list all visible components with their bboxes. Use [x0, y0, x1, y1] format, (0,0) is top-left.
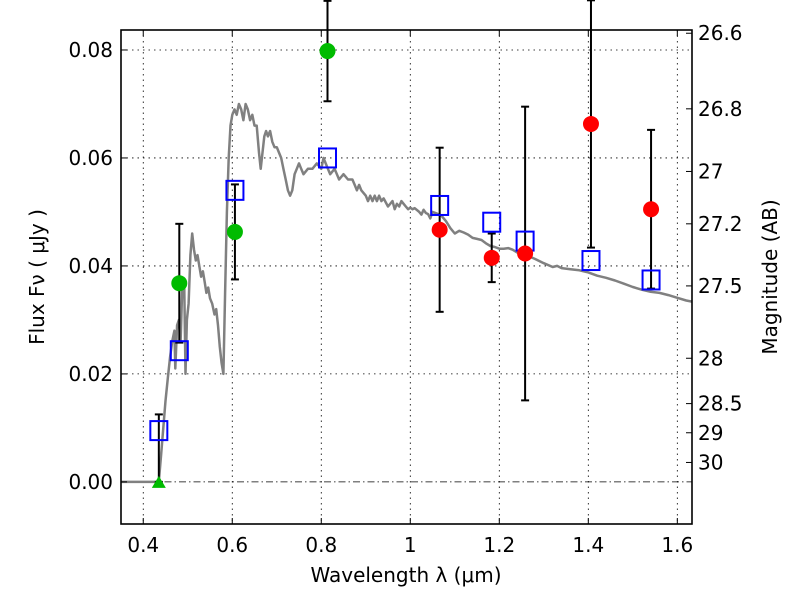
y-tick-label: 0.00	[68, 470, 113, 494]
y2-tick-label: 26.6	[698, 21, 743, 45]
x-tick-label: 0.8	[305, 533, 337, 557]
y2-tick-label: 26.8	[698, 97, 743, 121]
y2-tick-label: 30	[698, 450, 723, 474]
y-axis-right: 26.6 26.8 27 27.2 27.5 28 28.5 29 30	[686, 21, 743, 474]
y2-tick-label: 29	[698, 421, 723, 445]
x-tick-label: 1.4	[572, 533, 604, 557]
marker-layer	[149, 43, 661, 488]
plot-frame	[120, 29, 693, 525]
observed-point	[643, 201, 660, 218]
y-tick-label: 0.06	[68, 146, 113, 170]
x-tick-label: 0.6	[216, 533, 248, 557]
model-photometry-square	[641, 269, 661, 291]
y-tick-label: 0.08	[68, 38, 113, 62]
y2-tick-label: 27.5	[698, 274, 743, 298]
model-photometry-square	[430, 194, 450, 216]
observed-point	[319, 43, 336, 60]
errorbar-layer	[154, 0, 656, 483]
model-sed-line	[121, 102, 693, 484]
y-tick-label: 0.02	[68, 362, 113, 386]
y2-tick-label: 27.2	[698, 212, 743, 236]
grid	[121, 30, 692, 524]
model-photometry-square	[318, 147, 338, 169]
y2-axis-title: Magnitude (AB)	[758, 199, 782, 354]
model-photometry-square	[149, 420, 169, 442]
x-tick-label: 1.2	[483, 533, 515, 557]
y2-tick-label: 28	[698, 346, 723, 370]
x-axis: 0.4 0.6 0.8 1 1.2 1.4 1.6	[127, 30, 693, 557]
observed-point	[483, 249, 500, 266]
model-photometry-square	[169, 340, 189, 362]
observed-point	[517, 245, 534, 262]
model-photometry-square	[225, 179, 245, 201]
y-axis-left: 0.00 0.02 0.04 0.06 0.08	[68, 38, 127, 494]
model-sed-layer	[121, 102, 693, 484]
x-tick-label: 1.6	[661, 533, 693, 557]
y2-tick-label: 28.5	[698, 392, 743, 416]
upper-limit-triangle	[151, 475, 166, 488]
observed-point	[431, 221, 448, 238]
x-tick-label: 1	[404, 533, 417, 557]
model-photometry-square	[581, 250, 601, 272]
observed-point	[171, 275, 188, 292]
y-axis-title: Flux Fν ( μJy )	[25, 209, 49, 345]
model-photometry-square	[482, 211, 502, 233]
x-tick-label: 0.4	[127, 533, 159, 557]
y-tick-label: 0.04	[68, 254, 113, 278]
observed-point	[582, 115, 599, 132]
y2-tick-label: 27	[698, 159, 723, 183]
observed-point	[226, 223, 243, 240]
x-axis-title: Wavelength λ (μm)	[310, 563, 501, 587]
